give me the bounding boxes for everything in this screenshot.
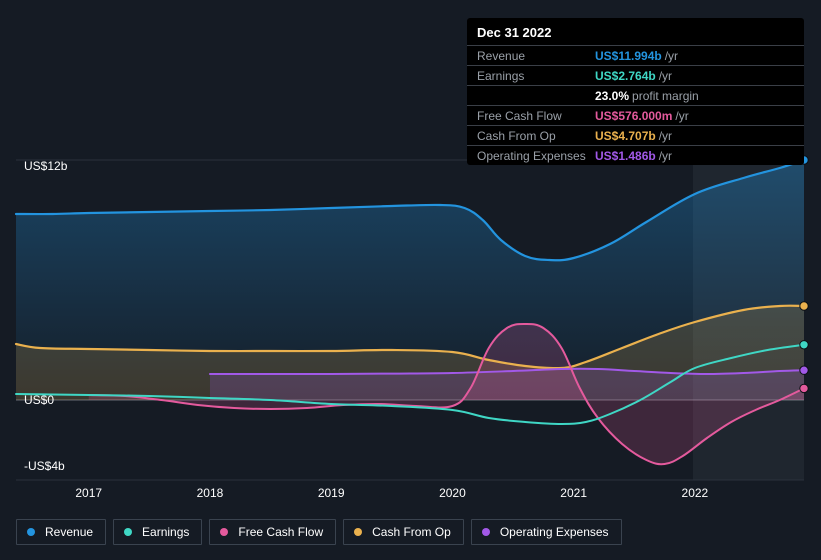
- legend-item-label: Earnings: [142, 525, 189, 539]
- tooltip-row-value: US$4.707b: [595, 129, 656, 143]
- tooltip-row-unit: profit margin: [632, 89, 699, 103]
- tooltip-row-value: US$1.486b: [595, 149, 656, 163]
- series-marker-opex: [800, 366, 808, 374]
- legend-item-label: Revenue: [45, 525, 93, 539]
- y-axis-label: US$0: [24, 393, 54, 407]
- legend-dot-icon: [220, 528, 228, 536]
- tooltip-row-value: US$576.000m: [595, 109, 672, 123]
- series-marker-earnings: [800, 341, 808, 349]
- chart-tooltip: Dec 31 2022 RevenueUS$11.994b/yrEarnings…: [467, 18, 804, 165]
- legend-item-fcf[interactable]: Free Cash Flow: [209, 519, 336, 545]
- x-axis-label: 2020: [439, 486, 466, 500]
- tooltip-row-label: Revenue: [477, 50, 595, 62]
- legend-item-cfo[interactable]: Cash From Op: [343, 519, 464, 545]
- x-axis-label: 2019: [318, 486, 345, 500]
- legend-item-label: Cash From Op: [372, 525, 451, 539]
- legend-dot-icon: [27, 528, 35, 536]
- legend-item-earnings[interactable]: Earnings: [113, 519, 202, 545]
- legend-dot-icon: [354, 528, 362, 536]
- tooltip-row-unit: /yr: [659, 129, 672, 143]
- tooltip-row: RevenueUS$11.994b/yr: [467, 46, 804, 66]
- chart-legend: Revenue Earnings Free Cash Flow Cash From O…: [16, 519, 622, 545]
- tooltip-row-unit: /yr: [659, 69, 672, 83]
- tooltip-row-label: Operating Expenses: [477, 150, 595, 162]
- tooltip-row-label: Cash From Op: [477, 130, 595, 142]
- tooltip-row-label: Free Cash Flow: [477, 110, 595, 122]
- legend-dot-icon: [124, 528, 132, 536]
- tooltip-row-value: US$2.764b: [595, 69, 656, 83]
- y-axis-label: US$12b: [24, 159, 67, 173]
- tooltip-date: Dec 31 2022: [467, 18, 804, 46]
- x-axis-label: 2018: [197, 486, 224, 500]
- x-axis-label: 2017: [75, 486, 102, 500]
- x-axis-label: 2021: [560, 486, 587, 500]
- tooltip-row-unit: /yr: [659, 149, 672, 163]
- series-marker-cash_from_op: [800, 302, 808, 310]
- tooltip-row-value: 23.0%: [595, 89, 629, 103]
- tooltip-row-value: US$11.994b: [595, 49, 662, 63]
- legend-item-label: Free Cash Flow: [238, 525, 323, 539]
- series-marker-fcf: [800, 384, 808, 392]
- x-axis-label: 2022: [682, 486, 709, 500]
- legend-dot-icon: [482, 528, 490, 536]
- tooltip-row: Cash From OpUS$4.707b/yr: [467, 126, 804, 146]
- tooltip-row: 23.0%profit margin: [467, 86, 804, 106]
- tooltip-row-unit: /yr: [665, 49, 678, 63]
- tooltip-row-unit: /yr: [675, 109, 688, 123]
- tooltip-row: Free Cash FlowUS$576.000m/yr: [467, 106, 804, 126]
- legend-item-revenue[interactable]: Revenue: [16, 519, 106, 545]
- tooltip-row: EarningsUS$2.764b/yr: [467, 66, 804, 86]
- tooltip-row: Operating ExpensesUS$1.486b/yr: [467, 146, 804, 165]
- legend-item-label: Operating Expenses: [500, 525, 609, 539]
- legend-item-opex[interactable]: Operating Expenses: [471, 519, 622, 545]
- y-axis-label: -US$4b: [24, 459, 65, 473]
- tooltip-row-label: Earnings: [477, 70, 595, 82]
